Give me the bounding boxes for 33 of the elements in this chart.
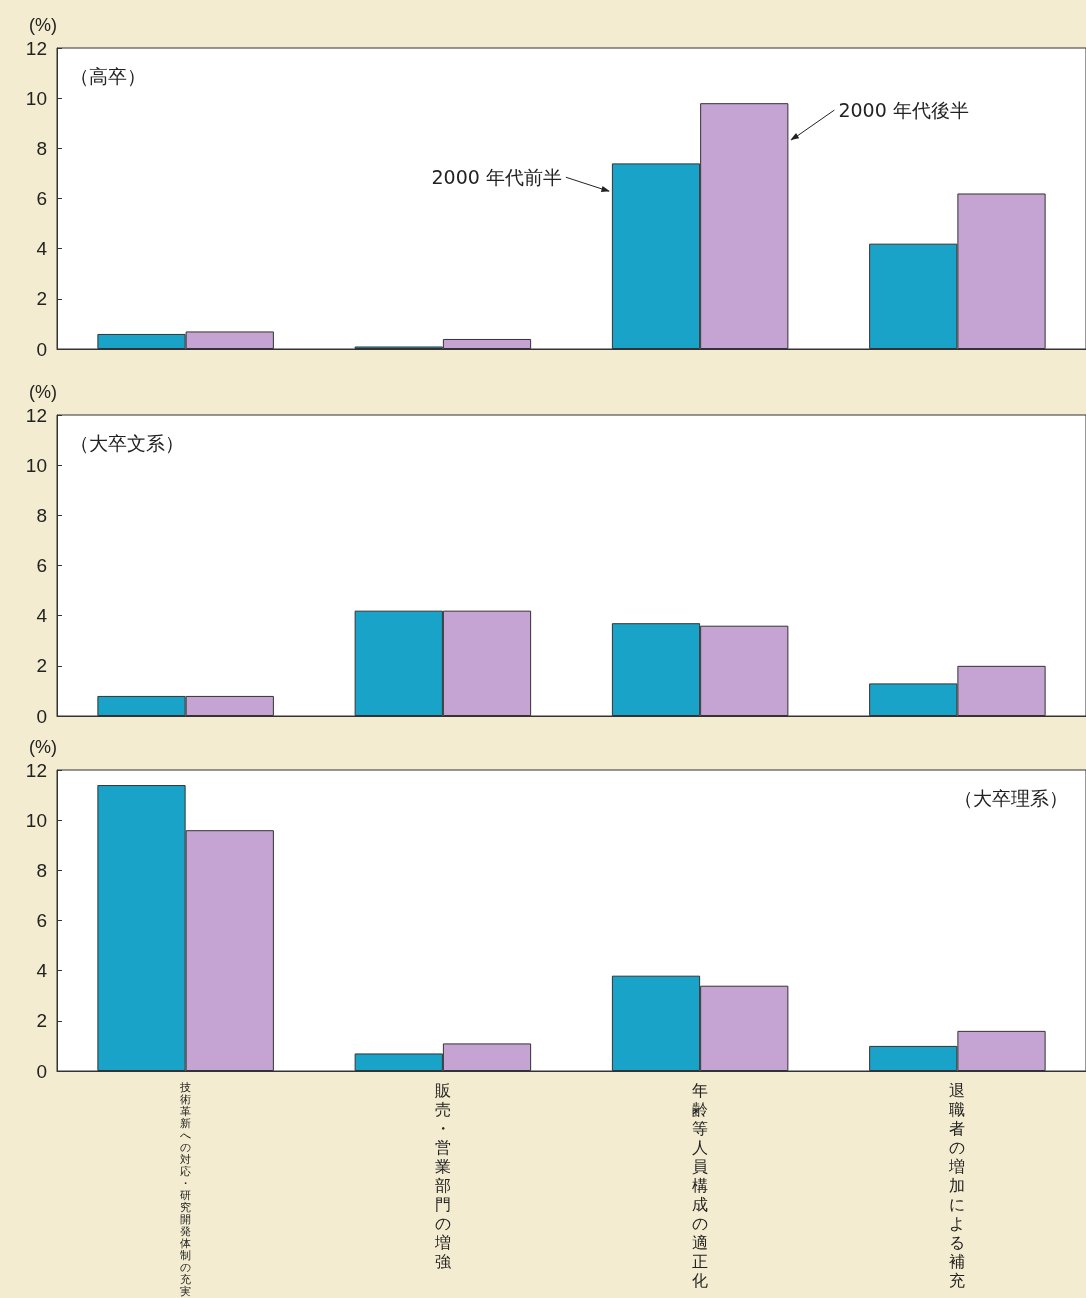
y-tick-label: 6 [36, 188, 47, 209]
y-tick-label: 2 [36, 288, 47, 310]
y-tick-label: 6 [36, 910, 47, 931]
y-tick-label: 2 [36, 655, 47, 677]
category-label: 退職者の増加による補充 [949, 1081, 966, 1290]
category-label: 技術革新への対応・研究開発体制の充実 [180, 1080, 192, 1298]
y-tick-label: 4 [36, 960, 48, 982]
y-tick-label: 0 [36, 338, 47, 360]
annotation: （高卒） [70, 64, 146, 87]
y-tick-label: 10 [25, 87, 47, 109]
category-label: 年齢等人員構成の適正化 [692, 1081, 709, 1290]
y-tick-label: 2 [36, 1010, 47, 1032]
y-tick-label: 6 [36, 555, 47, 576]
y-tick-label: 4 [36, 238, 48, 260]
y-axis-title: (%) [29, 737, 57, 757]
y-tick-label: 8 [36, 859, 47, 881]
y-tick-label: 0 [36, 1060, 47, 1082]
y-tick-label: 12 [25, 37, 47, 59]
annotation: （大卒理系） [954, 786, 1068, 809]
y-tick-label: 8 [36, 137, 47, 159]
y-tick-label: 10 [25, 454, 47, 476]
y-axis-title: (%) [29, 15, 57, 35]
y-tick-label: 12 [25, 404, 47, 426]
text: 2000 年代後半 [838, 99, 969, 122]
y-tick-label: 12 [25, 759, 47, 781]
y-tick-label: 8 [36, 504, 47, 526]
category-label: 販売・営業部門の増強 [434, 1081, 451, 1271]
y-tick-label: 4 [36, 605, 48, 627]
text: 2000 年代前半 [431, 166, 562, 189]
y-tick-label: 10 [25, 809, 47, 831]
y-tick-label: 0 [36, 705, 47, 727]
annotation: （大卒文系） [70, 431, 184, 454]
y-axis-title: (%) [29, 382, 57, 402]
